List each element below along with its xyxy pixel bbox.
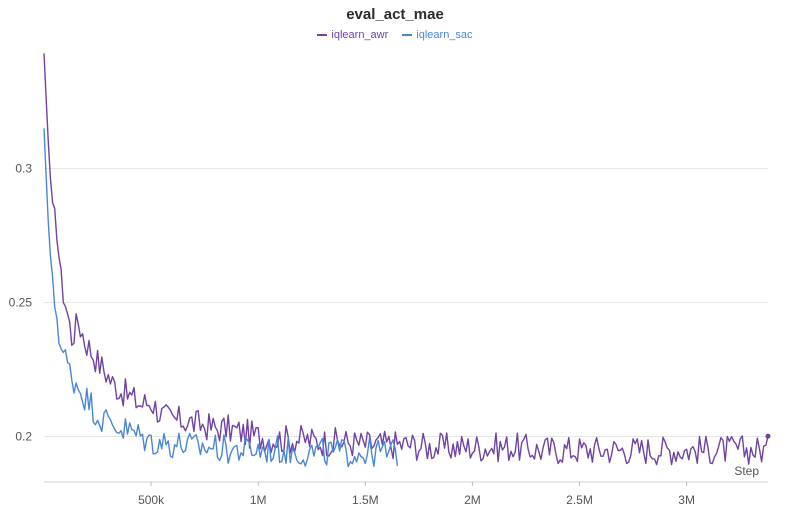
x-axis-label: Step	[734, 464, 759, 478]
y-tick-label: 0.25	[9, 296, 33, 310]
x-tick-label: 3M	[678, 493, 695, 507]
legend-item-iqlearn_sac[interactable]: iqlearn_sac	[402, 29, 473, 41]
chart-title: eval_act_mae	[346, 6, 444, 23]
y-tick-label: 0.3	[15, 162, 32, 176]
legend-swatch	[317, 34, 328, 36]
series-line-iqlearn_sac[interactable]	[43, 128, 399, 468]
legend-swatch	[402, 34, 413, 36]
x-tick-label: 2M	[464, 493, 481, 507]
series-end-marker-iqlearn_awr	[765, 433, 771, 439]
y-tick-label: 0.2	[15, 429, 32, 443]
x-tick-label: 1.5M	[352, 493, 379, 507]
legend-label: iqlearn_awr	[331, 29, 389, 41]
series-line-iqlearn_awr[interactable]	[43, 53, 769, 466]
x-tick-label: 1M	[250, 493, 267, 507]
legend-label: iqlearn_sac	[416, 29, 473, 41]
legend-item-iqlearn_awr[interactable]: iqlearn_awr	[317, 29, 388, 41]
x-tick-label: 500k	[138, 493, 165, 507]
x-tick-label: 2.5M	[566, 493, 593, 507]
chart-legend[interactable]: iqlearn_awr iqlearn_sac	[0, 29, 790, 41]
